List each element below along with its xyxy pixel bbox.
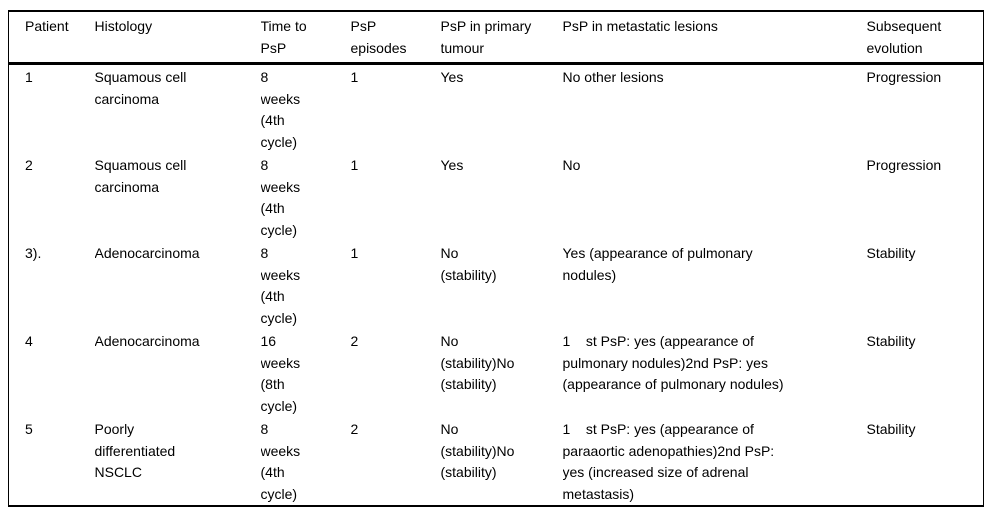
cell-psp-episodes: 1: [350, 157, 359, 173]
cell-patient: 2: [25, 157, 33, 173]
cell-time-to-psp: 16 weeks (8th cycle): [260, 333, 301, 414]
cell-psp-primary-tumour: No (stability)No (stability): [440, 333, 515, 392]
col-header-psp-episodes: PsP episodes: [350, 18, 407, 56]
col-header-time-to-psp: Time to PsP: [260, 18, 307, 56]
cell-psp-primary-tumour: No (stability): [440, 245, 497, 283]
cell-histology: Squamous cell carcinoma: [94, 157, 187, 195]
cell-histology: Adenocarcinoma: [94, 333, 200, 349]
cell-subsequent-evolution: Stability: [866, 245, 916, 261]
table-row-patient-4: 4 Adenocarcinoma 16 weeks (8th cycle) 2 …: [9, 329, 984, 417]
cell-psp-episodes: 1: [350, 69, 359, 85]
table-row-patient-5: 5 Poorly differentiated NSCLC 8 weeks (4…: [8, 417, 984, 506]
header-row: Patient Histology Time to PsP PsP episod…: [8, 11, 984, 64]
col-header-psp-metastatic-lesions: PsP in metastatic lesions: [562, 18, 718, 34]
cell-histology: Poorly differentiated NSCLC: [94, 421, 176, 480]
cell-time-to-psp: 8 weeks (4th cycle): [260, 69, 301, 150]
table-header: Patient Histology Time to PsP PsP episod…: [8, 11, 984, 64]
table-row-patient-2: 2 Squamous cell carcinoma 8 weeks (4th c…: [9, 153, 984, 241]
cell-patient: 4: [25, 333, 33, 349]
cell-subsequent-evolution: Stability: [866, 333, 916, 349]
cell-patient: 5: [25, 421, 33, 437]
cell-psp-metastatic-lesions: No other lesions: [562, 69, 664, 85]
cell-psp-primary-tumour: No (stability)No (stability): [440, 421, 515, 480]
cell-psp-metastatic-lesions: No: [562, 157, 581, 173]
col-header-subsequent-evolution: Subsequent evolution: [866, 18, 942, 56]
cell-histology: Adenocarcinoma: [94, 245, 200, 261]
col-header-histology: Histology: [94, 18, 153, 34]
cell-subsequent-evolution: Stability: [866, 421, 916, 437]
cell-histology: Squamous cell carcinoma: [94, 69, 187, 107]
cell-psp-episodes: 2: [350, 421, 359, 437]
cell-psp-episodes: 2: [350, 333, 359, 349]
cell-time-to-psp: 8 weeks (4th cycle): [260, 157, 301, 238]
cell-subsequent-evolution: Progression: [866, 157, 942, 173]
cell-psp-episodes: 1: [350, 245, 359, 261]
col-header-patient: Patient: [25, 18, 69, 34]
cell-psp-metastatic-lesions: Yes (appearance of pulmonary nodules): [562, 245, 753, 283]
cell-time-to-psp: 8 weeks (4th cycle): [260, 245, 301, 326]
table-body: 1 Squamous cell carcinoma 8 weeks (4th c…: [8, 64, 984, 506]
psp-patients-table: Patient Histology Time to PsP PsP episod…: [8, 10, 984, 507]
table-row-patient-1: 1 Squamous cell carcinoma 8 weeks (4th c…: [9, 64, 984, 154]
cell-subsequent-evolution: Progression: [866, 69, 942, 85]
cell-psp-metastatic-lesions: 1 st PsP: yes (appearance of paraaortic …: [562, 421, 775, 502]
cell-psp-metastatic-lesions: 1 st PsP: yes (appearance of pulmonary n…: [562, 333, 784, 392]
table-row-patient-3: 3). Adenocarcinoma 8 weeks (4th cycle) 1…: [9, 241, 984, 329]
cell-psp-primary-tumour: Yes: [440, 157, 464, 173]
col-header-psp-primary-tumour: PsP in primary tumour: [440, 18, 532, 56]
cell-psp-primary-tumour: Yes: [440, 69, 464, 85]
cell-patient: 1: [25, 69, 33, 85]
cell-patient: 3).: [25, 245, 42, 261]
cell-time-to-psp: 8 weeks (4th cycle): [260, 421, 301, 502]
